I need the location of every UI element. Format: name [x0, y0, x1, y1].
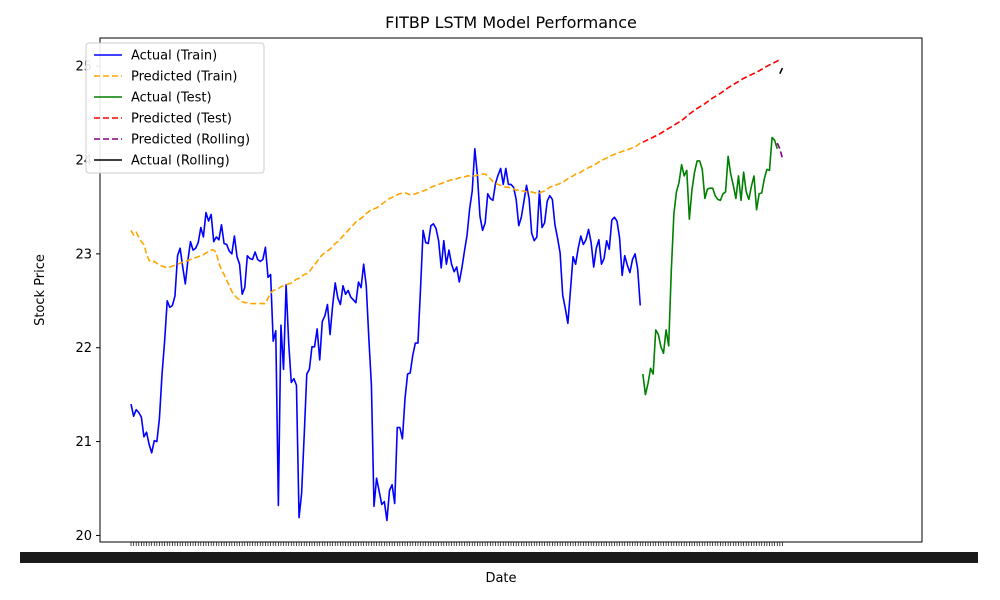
y-tick-label: 20	[75, 529, 92, 544]
y-tick-label: 23	[75, 247, 92, 262]
legend-label: Actual (Train)	[131, 49, 217, 64]
series-line-predicted-train	[130, 142, 641, 305]
x-axis-ticks	[20, 542, 978, 563]
y-tick-label: 22	[75, 341, 92, 356]
y-tick-label: 21	[75, 435, 92, 450]
series-line-actual-test	[642, 136, 779, 396]
legend-items: Actual (Train) Predicted (Train) Actual (T…	[94, 49, 250, 169]
legend-label: Actual (Rolling)	[131, 154, 230, 169]
x-tick-labels-overlapping	[20, 552, 978, 563]
y-axis-label: Stock Price	[33, 254, 48, 326]
legend-label: Predicted (Test)	[131, 112, 232, 127]
series-line-actual-train	[130, 147, 642, 522]
legend-label: Predicted (Train)	[131, 70, 238, 85]
legend-label: Actual (Test)	[131, 91, 212, 106]
plot-lines	[130, 58, 784, 522]
legend-label: Predicted (Rolling)	[131, 133, 250, 148]
legend-box	[85, 42, 265, 174]
plot-frame	[99, 37, 923, 543]
x-axis-label: Date	[485, 571, 516, 586]
series-line-predicted-test	[642, 58, 781, 143]
chart-title: FITBP LSTM Model Performance	[385, 13, 637, 32]
legend: Actual (Train) Predicted (Train) Actual (T…	[85, 42, 265, 174]
series-line-predicted-rolling	[776, 142, 784, 159]
series-line-actual-rolling	[779, 67, 784, 74]
